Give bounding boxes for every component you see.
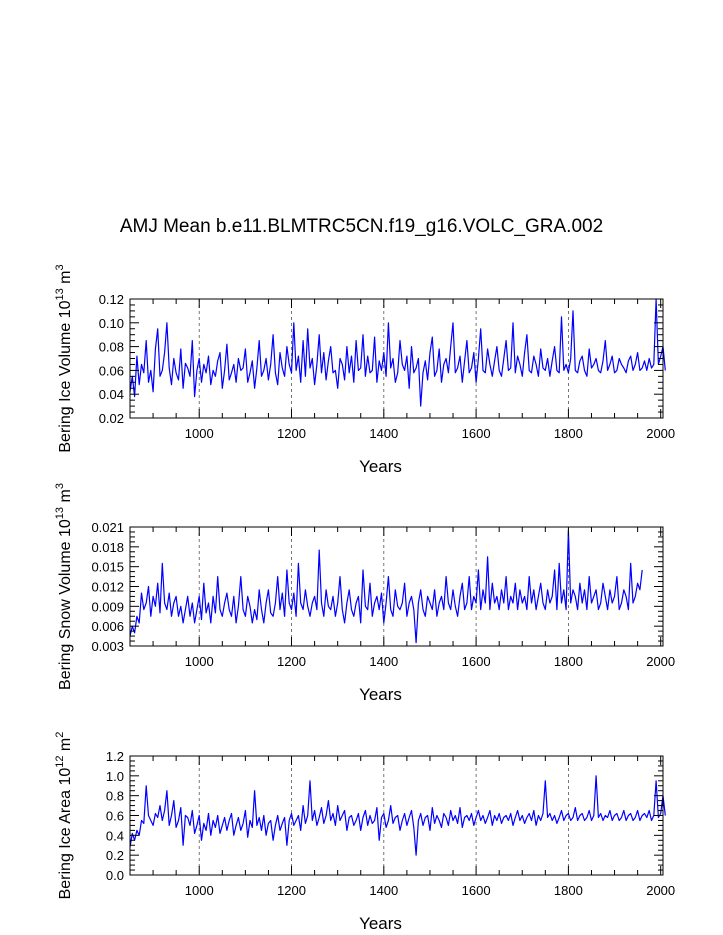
y-axis-label-unit: m — [57, 489, 74, 507]
chart-panel-3: 1000 1200 1400 1600 1800 2000 Years 0.0 0.2 0.4 0.… — [54, 732, 675, 933]
y-tick-label: 0.003 — [91, 639, 124, 654]
y-tick-label: 0.006 — [91, 619, 124, 634]
plot-frame — [129, 526, 664, 647]
x-tick-label: 1600 — [462, 426, 491, 441]
y-tick-label: 0.0 — [106, 868, 124, 883]
y-tick-label: 0.018 — [91, 540, 124, 555]
x-tick-label: 1400 — [369, 426, 398, 441]
y-tick-label: 0.02 — [99, 411, 124, 426]
y-axis-label-unit: m — [57, 271, 74, 289]
x-axis-label: Years — [359, 457, 402, 476]
x-tick-label: 1800 — [554, 654, 583, 669]
chart-panel-1: 1000 1200 1400 1600 1800 2000 Years 0.02 0.04 0.0… — [54, 264, 675, 476]
y-axis-label: Bering Snow Volume 1013 m3 — [54, 483, 74, 690]
y-axis-label-unit: m — [57, 738, 74, 756]
y-axis-label-text: Bering Ice Volume 10 — [57, 300, 74, 452]
y-tick-label: 0.04 — [99, 387, 124, 402]
x-tick-label: 1400 — [369, 883, 398, 898]
y-tick-label: 0.015 — [91, 560, 124, 575]
x-axis-label: Years — [359, 685, 402, 704]
x-tick-label: 2000 — [646, 654, 675, 669]
y-axis-label-exponent: 12 — [54, 756, 66, 768]
y-tick-label: 0.8 — [106, 789, 124, 804]
x-tick-label: 1000 — [185, 883, 214, 898]
x-tick-label: 1000 — [185, 426, 214, 441]
series-line — [129, 298, 666, 407]
series-line — [129, 529, 643, 644]
x-tick-label: 1800 — [554, 426, 583, 441]
figure-title: AMJ Mean b.e11.BLMTRC5CN.f19_g16.VOLC_GR… — [119, 216, 604, 237]
y-tick-label: 0.021 — [91, 520, 124, 535]
y-tick-label: 1.0 — [106, 769, 124, 784]
x-tick-label: 1000 — [185, 654, 214, 669]
y-tick-label: 0.4 — [106, 828, 124, 843]
y-tick-label: 0.6 — [106, 809, 124, 824]
x-tick-label: 1400 — [369, 654, 398, 669]
chart-panel-2: 1000 1200 1400 1600 1800 2000 Years 0.003 0.006 0… — [54, 483, 675, 704]
y-axis-label-exponent: 13 — [54, 507, 66, 519]
y-axis-label-unit-exponent: 3 — [54, 264, 66, 270]
x-axis-label: Years — [359, 914, 402, 933]
x-tick-label: 1600 — [462, 883, 491, 898]
y-tick-label: 0.012 — [91, 580, 124, 595]
series-line — [129, 775, 666, 856]
y-axis-label-text: Bering Ice Area 10 — [57, 768, 74, 900]
x-tick-label: 1200 — [277, 883, 306, 898]
y-tick-label: 0.12 — [99, 292, 124, 307]
y-tick-label: 0.009 — [91, 599, 124, 614]
y-axis-label-unit-exponent: 3 — [54, 483, 66, 489]
x-tick-label: 1600 — [462, 654, 491, 669]
y-axis-label-unit-exponent: 2 — [54, 732, 66, 738]
y-tick-label: 0.08 — [99, 340, 124, 355]
y-axis-label: Bering Ice Volume 1013 m3 — [54, 264, 74, 452]
x-tick-label: 1200 — [277, 426, 306, 441]
y-tick-label: 1.2 — [106, 749, 124, 764]
y-axis-label-text: Bering Snow Volume 10 — [57, 519, 74, 690]
x-tick-label: 1200 — [277, 654, 306, 669]
y-axis-label: Bering Ice Area 1012 m2 — [54, 732, 74, 900]
x-tick-label: 2000 — [646, 883, 675, 898]
y-tick-label: 0.2 — [106, 848, 124, 863]
y-axis-label-exponent: 13 — [54, 288, 66, 300]
y-tick-label: 0.10 — [99, 316, 124, 331]
x-tick-label: 2000 — [646, 426, 675, 441]
y-tick-label: 0.06 — [99, 363, 124, 378]
x-tick-label: 1800 — [554, 883, 583, 898]
